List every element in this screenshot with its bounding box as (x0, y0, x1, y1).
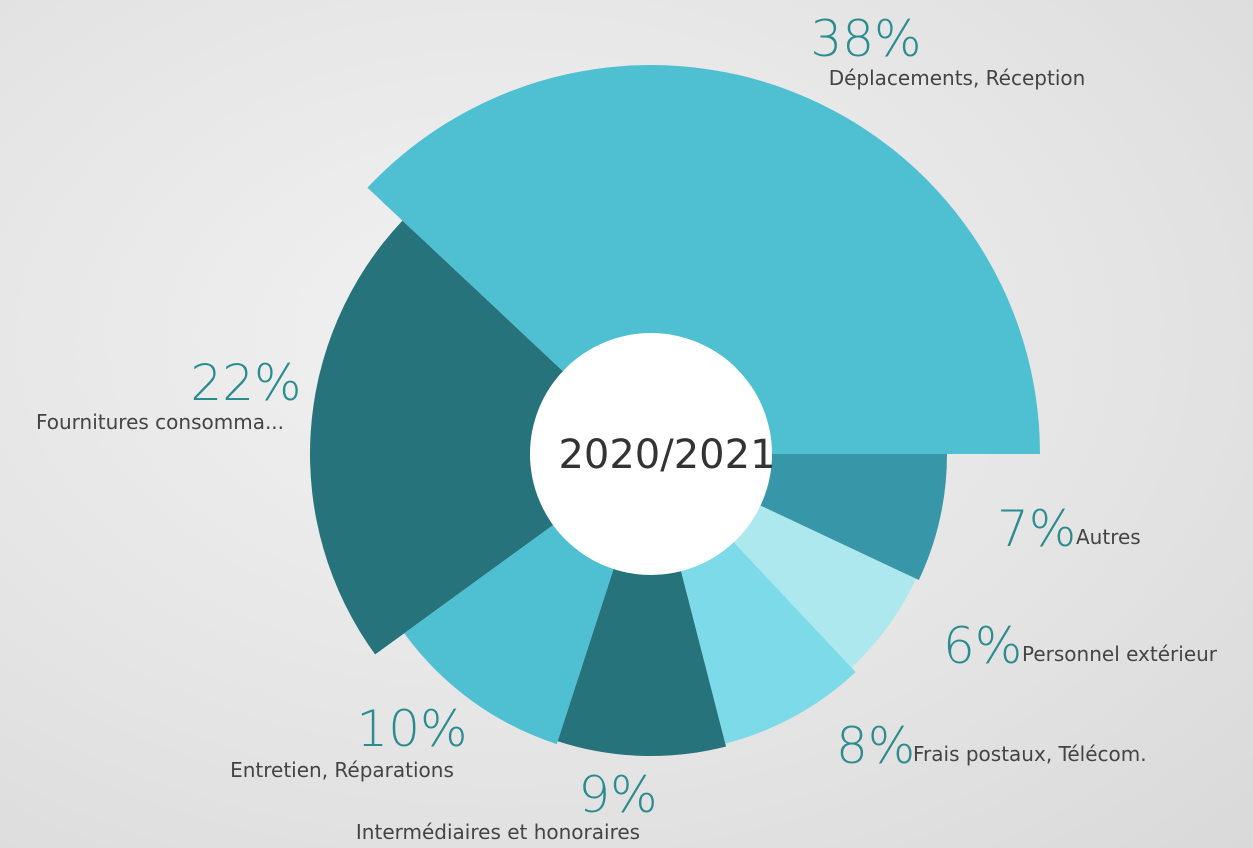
pie-slice (310, 220, 651, 655)
pie-slice (557, 454, 727, 756)
center-hole (530, 333, 772, 575)
value-label: 22% (190, 354, 301, 412)
slices (310, 65, 1040, 756)
category-label: Frais postaux, Télécom. (913, 742, 1147, 766)
category-label: Déplacements, Réception (829, 66, 1086, 90)
value-label: 38% (810, 10, 921, 68)
category-label: Intermédiaires et honoraires (356, 820, 640, 844)
value-label: 10% (356, 700, 467, 758)
value-label: 9% (578, 766, 657, 824)
category-label: Fournitures consomma... (36, 410, 284, 434)
value-label: 8% (836, 717, 915, 775)
pie-slice (367, 65, 1040, 455)
center-label: 2020/2021 (558, 432, 775, 478)
value-label: 6% (943, 617, 1022, 675)
value-label: 7% (997, 500, 1076, 558)
category-label: Entretien, Réparations (230, 758, 454, 782)
category-label: Personnel extérieur (1022, 642, 1218, 666)
category-label: Autres (1076, 525, 1141, 549)
